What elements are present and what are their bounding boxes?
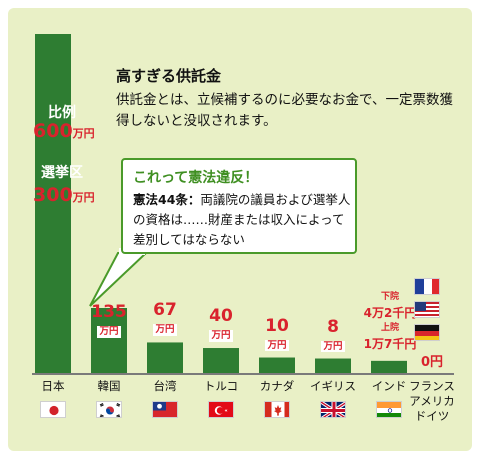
bar-value-label-3: 40 万円 [195, 308, 247, 342]
bar-value-number-4: 10 [265, 315, 289, 336]
category-label-1: 韓国 [97, 379, 121, 393]
category-label-4: カナダ [259, 379, 295, 393]
flag-korea-icon [96, 401, 122, 418]
india-lower-house-label: 下院 [380, 292, 399, 302]
bar-value-number-2: 67 [153, 300, 177, 321]
chart-panel: 高すぎる供託金 供託金とは、立候補するのに必要なお金で、一定票数獲得しないと没収… [8, 8, 472, 451]
india-lower-house-note: 下院 4万2千円 [360, 289, 420, 321]
category-label-2: 台湾 [153, 379, 177, 393]
callout-article: 憲法44条： [133, 192, 201, 207]
bar-value-label-4: 10 万円 [251, 315, 303, 351]
japan-label-district: 選挙区 [41, 165, 83, 181]
bar-1 [91, 308, 127, 373]
japan-value-proportional-unit: 万円 [72, 127, 95, 140]
japan-value-proportional-number: 600 [33, 120, 73, 142]
zero-deposit-label: 0円 [420, 355, 444, 370]
flag-canada-icon [264, 401, 290, 418]
india-upper-house-amount: 1万7千円 [363, 337, 417, 351]
japan-value-proportional: 600万円 [33, 120, 95, 142]
bar-value-number-5: 8 [327, 316, 339, 337]
callout-heading: これって憲法違反！ [133, 170, 259, 186]
bar-chart [35, 34, 407, 373]
flag-germany-icon [414, 324, 440, 341]
x-axis-line [32, 373, 454, 375]
japan-value-district: 300万円 [33, 184, 95, 206]
japan-value-district-number: 300 [33, 184, 73, 206]
category-label-5: イギリス [310, 379, 356, 393]
category-label-3: トルコ [203, 379, 239, 393]
category-label-6: インド [371, 379, 407, 393]
category-label-7: フランス アメリカ ドイツ [409, 379, 455, 423]
bar-6 [371, 360, 407, 373]
bar-3 [203, 348, 239, 373]
category-label-0: 日本 [41, 379, 65, 393]
bar-value-unit-4: 万円 [265, 339, 289, 351]
japan-value-district-unit: 万円 [72, 191, 95, 204]
bar-value-unit-2: 万円 [153, 324, 177, 336]
india-upper-house-note: 上院 1万7千円 [360, 320, 420, 352]
flag-france-icon [414, 278, 440, 295]
callout-body: 憲法44条：両議院の議員および選挙人の資格は……財産または収入によって差別しては… [133, 190, 355, 250]
chart-title: 高すぎる供託金 [116, 67, 222, 85]
bar-value-label-1: 135 万円 [83, 304, 135, 338]
bar-value-label-5: 8 万円 [307, 316, 359, 352]
bar-0 [35, 34, 71, 373]
callout-text: 両議院の議員および選挙人の資格は……財産または収入によって差別してはならない [133, 192, 351, 247]
callout-box: これって憲法違反！ 憲法44条：両議院の議員および選挙人の資格は……財産または収… [121, 158, 357, 254]
flag-uk-icon [320, 401, 346, 418]
callout-tail [89, 248, 149, 307]
bar-2 [147, 342, 183, 373]
bar-value-unit-5: 万円 [321, 340, 345, 352]
flag-usa-icon [414, 301, 440, 318]
chart-description: 供託金とは、立候補するのに必要なお金で、一定票数獲得しないと没収されます。 [116, 92, 453, 129]
flag-india-icon [376, 401, 402, 418]
flag-taiwan-icon [152, 401, 178, 418]
bar-value-number-3: 40 [209, 306, 233, 327]
bar-value-unit-1: 万円 [97, 326, 121, 338]
japan-label-proportional: 比例 [48, 105, 76, 121]
flag-japan-icon [40, 401, 66, 418]
bar-value-label-2: 67 万円 [139, 302, 191, 336]
flag-turkey-icon [208, 401, 234, 418]
india-upper-house-label: 上院 [380, 323, 399, 333]
bar-5 [315, 358, 351, 373]
india-lower-house-amount: 4万2千円 [363, 306, 417, 320]
bar-4 [259, 357, 295, 373]
bar-value-unit-3: 万円 [209, 330, 233, 342]
bar-value-number-1: 135 [91, 302, 127, 322]
